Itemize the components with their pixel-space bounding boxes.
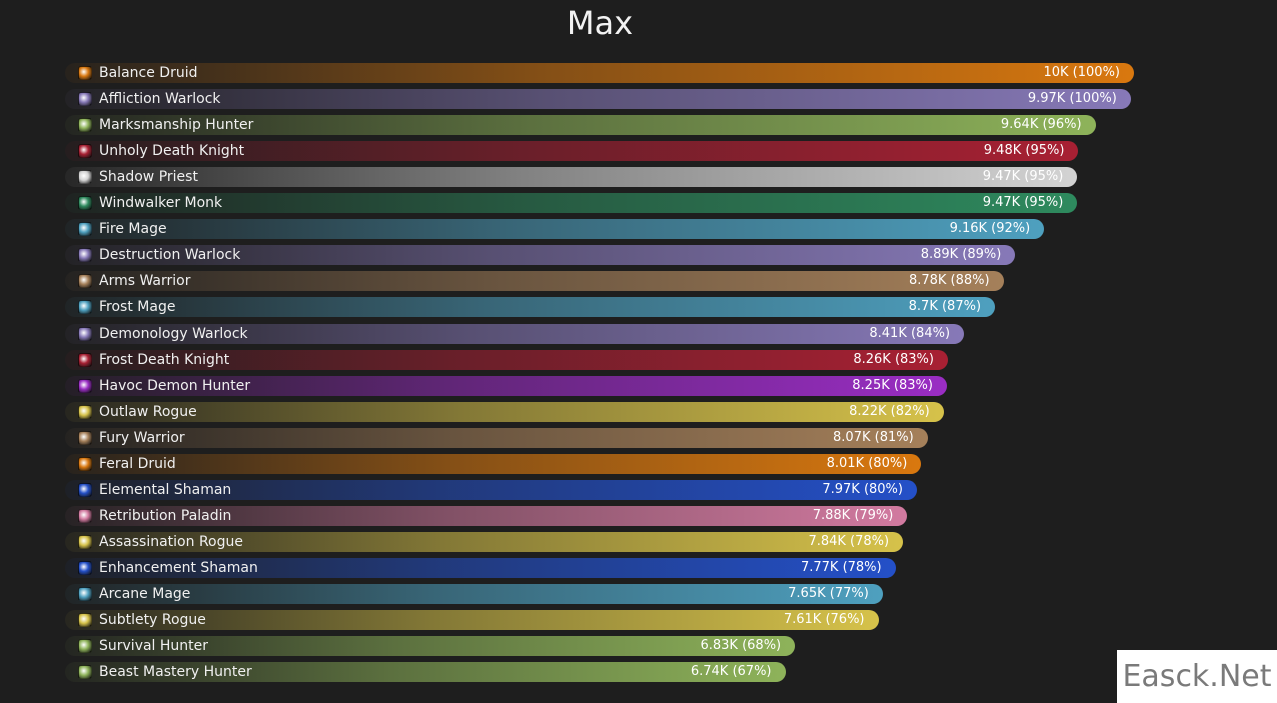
fury-warrior-icon	[78, 431, 92, 445]
bar	[65, 115, 1096, 135]
retribution-paladin-icon	[78, 509, 92, 523]
bar-label: Enhancement Shaman	[99, 560, 258, 576]
arms-warrior-icon	[78, 274, 92, 288]
fire-mage-icon	[78, 222, 92, 236]
bar-value-label: 8.26K (83%)	[853, 352, 934, 367]
bar	[65, 350, 948, 370]
bar-value-label: 7.84K (78%)	[808, 534, 890, 549]
windwalker-monk-icon	[78, 196, 92, 210]
bar-label: Beast Mastery Hunter	[99, 664, 252, 680]
feral-druid-icon	[78, 457, 92, 471]
bar	[65, 89, 1131, 109]
survival-hunter-icon	[78, 639, 92, 653]
elemental-shaman-icon	[78, 483, 92, 497]
affliction-warlock-icon	[78, 92, 92, 106]
enhancement-shaman-icon	[78, 561, 92, 575]
unholy-death-knight-icon	[78, 144, 92, 158]
bar-value-label: 8.22K (82%)	[849, 404, 930, 419]
frost-death-knight-icon	[78, 353, 92, 367]
bar-label: Arms Warrior	[99, 273, 191, 289]
bar	[65, 662, 786, 682]
bar	[65, 245, 1016, 265]
bar-label: Retribution Paladin	[99, 508, 232, 524]
bar-value-label: 8.7K (87%)	[908, 299, 982, 314]
bar-label: Marksmanship Hunter	[99, 117, 254, 133]
bar-label: Fury Warrior	[99, 430, 185, 446]
bar	[65, 297, 996, 317]
bar	[65, 219, 1045, 239]
outlaw-rogue-icon	[78, 405, 92, 419]
bar-value-label: 9.16K (92%)	[949, 221, 1031, 236]
bar	[65, 324, 965, 344]
bar	[65, 428, 928, 448]
bar	[65, 63, 1134, 83]
bar-label: Assassination Rogue	[99, 534, 243, 550]
bar-value-label: 6.74K (67%)	[690, 664, 772, 679]
bar-value-label: 7.65K (77%)	[788, 586, 869, 601]
bar-label: Survival Hunter	[99, 638, 209, 654]
bar-value-label: 8.25K (83%)	[852, 378, 933, 393]
bar-value-label: 7.61K (76%)	[783, 612, 865, 627]
bar-value-label: 6.83K (68%)	[700, 638, 782, 653]
bar-value-label: 9.47K (95%)	[982, 195, 1064, 210]
watermark: Easck.Net	[1117, 650, 1277, 703]
bar-value-label: 10K (100%)	[1043, 65, 1120, 80]
bar	[65, 480, 917, 500]
bar-value-label: 7.97K (80%)	[822, 482, 903, 497]
bar	[65, 376, 947, 396]
chart-title: Max	[566, 4, 634, 42]
bar-label: Elemental Shaman	[99, 482, 232, 498]
bar-label: Subtlety Rogue	[99, 612, 206, 628]
bar	[65, 636, 796, 656]
bar	[65, 454, 922, 474]
bar-value-label: 8.07K (81%)	[833, 430, 914, 445]
assassination-rogue-icon	[78, 535, 92, 549]
bar-value-label: 7.77K (78%)	[800, 560, 882, 575]
bar	[65, 610, 879, 630]
arcane-mage-icon	[78, 587, 92, 601]
destruction-warlock-icon	[78, 248, 92, 262]
bar-value-label: 8.01K (80%)	[826, 456, 908, 471]
bar-value-label: 9.47K (95%)	[982, 169, 1064, 184]
marksmanship-hunter-icon	[78, 118, 92, 132]
bar	[65, 558, 896, 578]
bar-value-label: 8.89K (89%)	[920, 247, 1002, 262]
bar	[65, 167, 1078, 187]
balance-druid-icon	[78, 66, 92, 80]
bar-label: Fire Mage	[99, 221, 167, 237]
bar	[65, 271, 1004, 291]
bar-label: Frost Mage	[99, 299, 176, 315]
bar	[65, 141, 1079, 161]
bar-label: Windwalker Monk	[99, 195, 223, 211]
bar-label: Feral Druid	[99, 456, 176, 472]
subtlety-rogue-icon	[78, 613, 92, 627]
bar-label: Balance Druid	[99, 65, 198, 81]
bar-value-label: 9.97K (100%)	[1027, 91, 1117, 106]
frost-mage-icon	[78, 300, 92, 314]
bar-label: Demonology Warlock	[99, 326, 248, 342]
bar	[65, 532, 904, 552]
bar-value-label: 9.64K (96%)	[1000, 117, 1082, 132]
bar-value-label: 8.41K (84%)	[869, 326, 951, 341]
bar-label: Destruction Warlock	[99, 247, 241, 263]
bar-label: Affliction Warlock	[99, 91, 221, 107]
bar-label: Arcane Mage	[99, 586, 191, 602]
bar	[65, 584, 883, 604]
bar	[65, 506, 908, 526]
bar-label: Frost Death Knight	[99, 352, 230, 368]
havoc-demon-hunter-icon	[78, 379, 92, 393]
shadow-priest-icon	[78, 170, 92, 184]
demonology-warlock-icon	[78, 327, 92, 341]
bar-label: Shadow Priest	[99, 169, 198, 185]
bar-value-label: 9.48K (95%)	[983, 143, 1065, 158]
bar-value-label: 8.78K (88%)	[908, 273, 990, 288]
bar-label: Havoc Demon Hunter	[99, 378, 251, 394]
bar-value-label: 7.88K (79%)	[812, 508, 894, 523]
bar-label: Unholy Death Knight	[99, 143, 245, 159]
beast-mastery-hunter-icon	[78, 665, 92, 679]
bar-label: Outlaw Rogue	[99, 404, 197, 420]
bar	[65, 402, 944, 422]
bar	[65, 193, 1078, 213]
